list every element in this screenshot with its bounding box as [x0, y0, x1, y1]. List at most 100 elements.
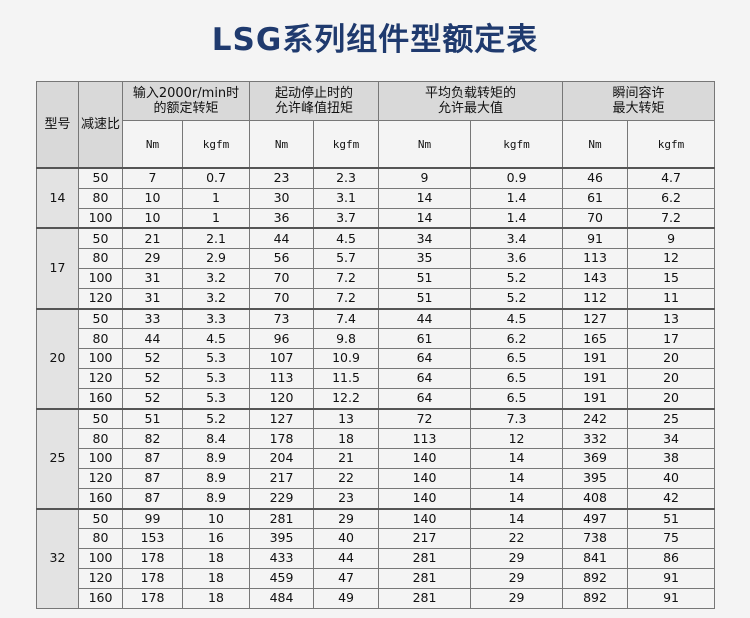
value-cell: 4.5	[470, 307, 564, 330]
value-cell: 11	[627, 287, 716, 310]
table-row: 100 178 18 433 44 281 29 841 86	[37, 548, 716, 569]
value-cell: 46	[562, 166, 629, 189]
value-cell: 70	[249, 267, 315, 289]
value-cell: 5.7	[313, 248, 380, 269]
value-cell: 31	[122, 287, 183, 310]
value-cell: 1.4	[470, 207, 564, 229]
value-cell: 51	[378, 287, 472, 310]
unit-cell: Nm	[378, 120, 472, 169]
value-cell: 44	[249, 227, 315, 250]
value-cell: 178	[122, 567, 183, 589]
model-cell: 14	[36, 166, 79, 229]
value-cell: 25	[627, 407, 716, 430]
table-row: 80 29 2.9 56 5.7 35 3.6 113 12	[37, 248, 716, 269]
table-row: 80 10 1 30 3.1 14 1.4 61 6.2	[37, 187, 716, 209]
value-cell: 140	[378, 507, 472, 530]
model-cell: 25	[36, 407, 79, 510]
value-cell: 433	[249, 548, 315, 569]
value-cell: 7.2	[313, 267, 380, 289]
value-cell: 10	[122, 187, 183, 209]
value-cell: 75	[627, 528, 716, 550]
value-cell: 229	[249, 487, 315, 510]
table-row: 120 52 5.3 113 11.5 64 6.5 191 20	[37, 367, 716, 389]
value-cell: 178	[122, 587, 183, 609]
value-cell: 33	[122, 307, 183, 330]
header-instant: 瞬间容许 最大转矩	[562, 81, 716, 121]
value-cell: 178	[122, 548, 183, 569]
value-cell: 14	[470, 448, 564, 469]
value-cell: 217	[378, 528, 472, 550]
ratio-cell: 80	[78, 187, 123, 209]
unit-cell: Nm	[249, 120, 315, 169]
value-cell: 2.1	[181, 227, 251, 250]
value-cell: 21	[122, 227, 183, 250]
value-cell: 1.4	[470, 187, 564, 209]
table-row: 80 44 4.5 96 9.8 61 6.2 165 17	[37, 328, 716, 350]
value-cell: 42	[627, 487, 716, 510]
unit-row: Nm kgfm Nm kgfm Nm kgfm Nm kgfm	[37, 120, 716, 169]
ratio-cell: 100	[78, 548, 123, 569]
table-row: 100 52 5.3 107 10.9 64 6.5 191 20	[37, 348, 716, 369]
value-cell: 70	[249, 287, 315, 310]
value-cell: 44	[313, 548, 380, 569]
value-cell: 22	[313, 467, 380, 489]
value-cell: 7.4	[313, 307, 380, 330]
value-cell: 191	[562, 367, 629, 389]
value-cell: 13	[313, 407, 380, 430]
ratio-cell: 50	[78, 307, 123, 330]
value-cell: 73	[249, 307, 315, 330]
value-cell: 96	[249, 328, 315, 350]
ratio-cell: 160	[78, 387, 123, 410]
value-cell: 34	[378, 227, 472, 250]
value-cell: 29	[470, 548, 564, 569]
value-cell: 4.7	[627, 166, 716, 189]
value-cell: 153	[122, 528, 183, 550]
value-cell: 72	[378, 407, 472, 430]
value-cell: 64	[378, 367, 472, 389]
value-cell: 9	[627, 227, 716, 250]
rating-table: 型号 减速比 输入2000r/min时 的额定转矩 起动停止时的 允许峰值扭矩 …	[36, 81, 716, 609]
value-cell: 51	[378, 267, 472, 289]
value-cell: 892	[562, 587, 629, 609]
ratio-cell: 100	[78, 448, 123, 469]
value-cell: 395	[562, 467, 629, 489]
ratio-cell: 120	[78, 567, 123, 589]
value-cell: 13	[627, 307, 716, 330]
value-cell: 369	[562, 448, 629, 469]
ratio-cell: 50	[78, 507, 123, 530]
table-row: 120 178 18 459 47 281 29 892 91	[37, 567, 716, 589]
value-cell: 23	[249, 166, 315, 189]
value-cell: 51	[627, 507, 716, 530]
table-row: 32 50 99 10 281 29 140 14 497 51	[36, 507, 716, 609]
value-cell: 484	[249, 587, 315, 609]
value-cell: 6.2	[470, 328, 564, 350]
value-cell: 8.9	[181, 467, 251, 489]
value-cell: 82	[122, 428, 183, 450]
value-cell: 11.5	[313, 367, 380, 389]
value-cell: 143	[562, 267, 629, 289]
value-cell: 113	[249, 367, 315, 389]
value-cell: 30	[249, 187, 315, 209]
value-cell: 3.3	[181, 307, 251, 330]
ratio-cell: 160	[78, 587, 123, 609]
value-cell: 10	[122, 207, 183, 229]
table-row: 100 31 3.2 70 7.2 51 5.2 143 15	[37, 267, 716, 289]
value-cell: 127	[249, 407, 315, 430]
unit-cell: kgfm	[470, 120, 564, 169]
value-cell: 56	[249, 248, 315, 269]
value-cell: 35	[378, 248, 472, 269]
header-avg-load: 平均负载转矩的 允许最大值	[378, 81, 564, 121]
unit-cell: Nm	[562, 120, 629, 169]
value-cell: 16	[181, 528, 251, 550]
table-row: 100 10 1 36 3.7 14 1.4 70 7.2	[37, 207, 716, 229]
ratio-cell: 100	[78, 207, 123, 229]
table-row: 14 50 7 0.7 23 2.3 9 0.9 46 4.7	[36, 166, 716, 229]
table-row: 80 82 8.4 178 18 113 12 332 34	[37, 428, 716, 450]
value-cell: 38	[627, 448, 716, 469]
value-cell: 191	[562, 348, 629, 369]
value-cell: 3.2	[181, 287, 251, 310]
value-cell: 10.9	[313, 348, 380, 369]
unit-cell: kgfm	[181, 120, 251, 169]
ratio-cell: 100	[78, 267, 123, 289]
value-cell: 87	[122, 467, 183, 489]
